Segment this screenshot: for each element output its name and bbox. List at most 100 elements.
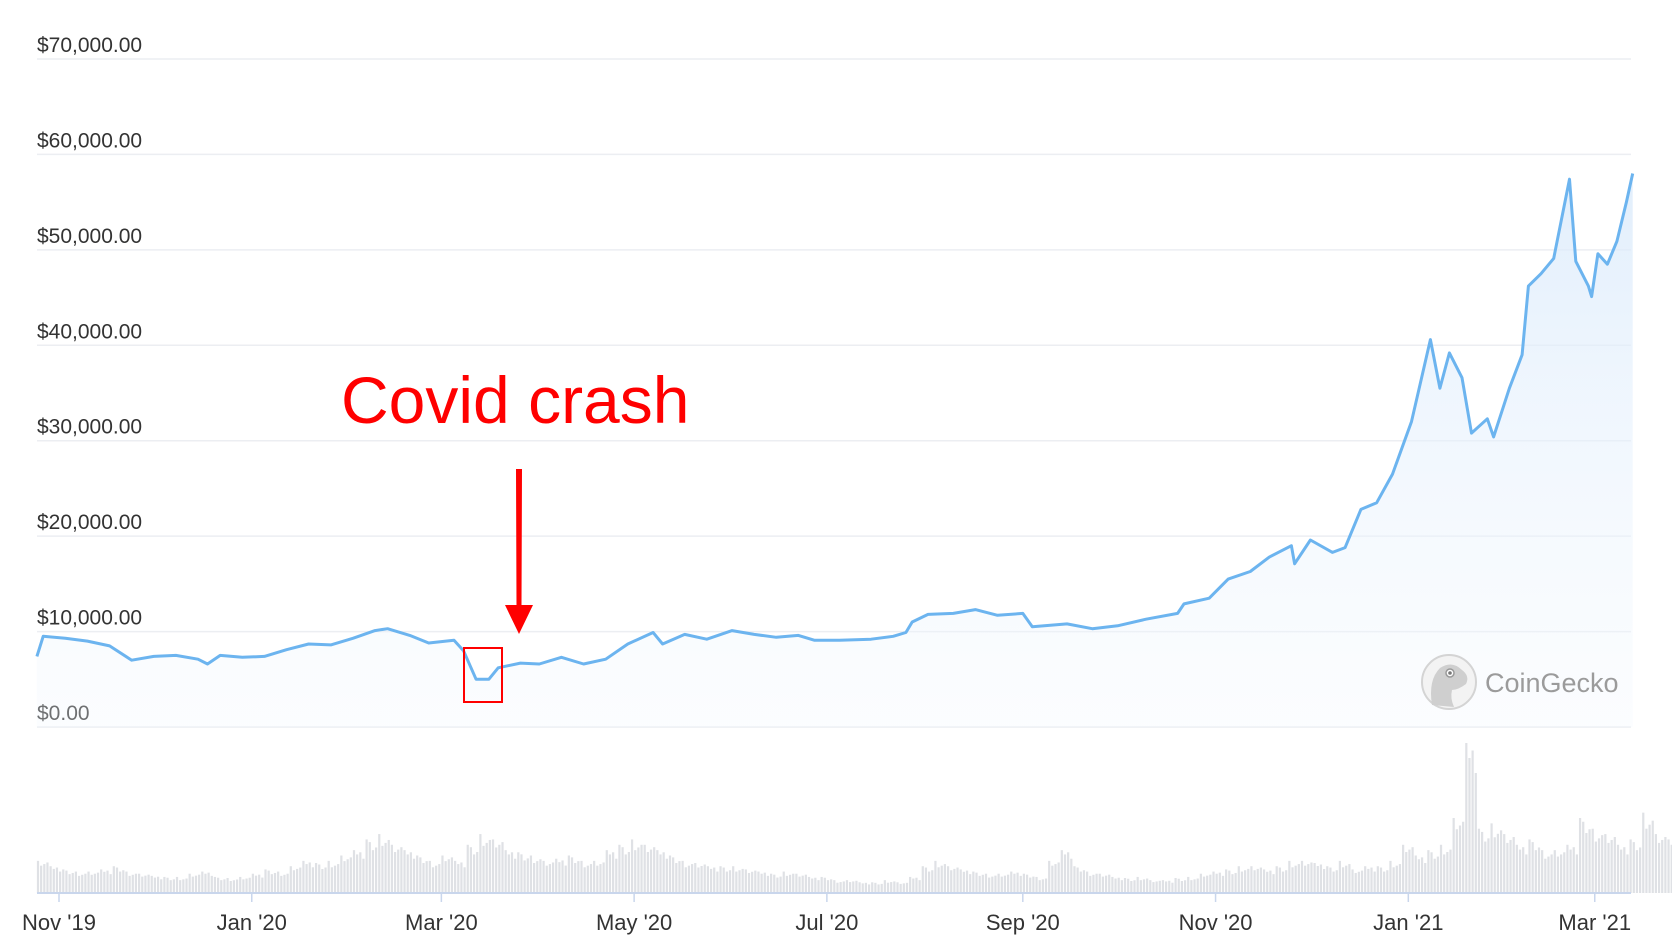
volume-bar [1518, 849, 1522, 893]
volume-bar [359, 852, 362, 893]
volume-bar [1278, 867, 1281, 893]
volume-bar [1171, 882, 1174, 893]
volume-bar [526, 858, 529, 893]
volume-bar [491, 839, 495, 893]
volume-bar [296, 868, 299, 893]
volume-bar [1376, 866, 1379, 893]
volume-bar [147, 874, 150, 893]
volume-bar [378, 834, 381, 893]
volume-bar [384, 842, 387, 893]
volume-bar [1108, 874, 1111, 893]
volume-bar [1626, 854, 1629, 893]
volume-bar [580, 860, 583, 893]
volume-bar [125, 871, 128, 893]
volume-bar [1187, 876, 1190, 893]
volume-bar [934, 860, 937, 893]
volume-bar [1000, 876, 1003, 893]
volume-bar [975, 872, 978, 893]
volume-bar [1620, 849, 1623, 893]
volume-bar [267, 870, 270, 893]
y-tick-label: $70,000.00 [37, 34, 142, 57]
volume-bar [340, 855, 343, 893]
gecko-logo-icon [1421, 654, 1477, 710]
volume-bar [400, 847, 403, 893]
volume-bar [1341, 867, 1345, 893]
volume-bar [1165, 881, 1168, 893]
volume-bar [251, 873, 254, 893]
volume-bar [232, 880, 236, 893]
volume-bar [1642, 812, 1645, 893]
volume-bar [624, 854, 627, 893]
volume-bar [1193, 879, 1196, 893]
volume-bar [1496, 833, 1500, 893]
volume-bar [457, 864, 460, 893]
volume-bar [924, 867, 928, 893]
volume-bar [507, 854, 510, 893]
volume-bar [1367, 868, 1370, 893]
volume-bar [928, 871, 931, 893]
volume-bar [150, 875, 153, 893]
volume-bar [1379, 867, 1383, 893]
volume-bar [890, 882, 893, 893]
volume-bar [1202, 876, 1206, 893]
y-tick-label: $60,000.00 [37, 129, 142, 152]
volume-bar [1569, 849, 1572, 893]
volume-bar [1029, 877, 1032, 893]
volume-bar [71, 872, 74, 893]
volume-bar [1398, 864, 1402, 893]
volume-bar [751, 871, 754, 893]
volume-bar [1487, 838, 1490, 893]
volume-bar [953, 868, 956, 893]
volume-bar [1348, 864, 1351, 893]
volume-bar [1506, 842, 1509, 893]
volume-bar [1247, 868, 1250, 893]
volume-bar [883, 880, 886, 893]
volume-bar [1572, 847, 1575, 893]
volume-bar [1177, 878, 1180, 893]
volume-bar [820, 876, 823, 893]
volume-bar [517, 852, 520, 893]
volume-bar [115, 867, 119, 893]
volume-bar [833, 880, 836, 893]
volume-bar [1556, 856, 1560, 893]
y-axis-labels: $0.00$10,000.00$20,000.00$30,000.00$40,0… [37, 34, 142, 725]
volume-bar [1632, 842, 1635, 893]
volume-bar [1607, 842, 1610, 893]
volume-bar [65, 870, 68, 893]
volume-bar [1240, 871, 1244, 893]
volume-bar [1364, 866, 1367, 893]
volume-bar [346, 859, 349, 893]
volume-bar [245, 878, 248, 893]
volume-bar [299, 867, 302, 893]
x-tick-label: Jan '20 [217, 910, 287, 935]
volume-bar [738, 870, 741, 893]
volume-bar [302, 860, 305, 893]
annotation-highlight-box [463, 647, 503, 703]
volume-bar [1323, 869, 1326, 893]
annotation-label: Covid crash [341, 363, 689, 437]
volume-bar [523, 860, 526, 893]
volume-bar [1158, 880, 1161, 893]
volume-bar [545, 865, 548, 893]
volume-bar [965, 870, 969, 893]
volume-bar [305, 864, 308, 893]
volume-bar [270, 874, 273, 893]
volume-bar [1060, 850, 1063, 893]
volume-bar [314, 863, 318, 893]
volume-bar [220, 880, 223, 893]
volume-bar [182, 879, 185, 893]
volume-bar [1120, 880, 1123, 893]
volume-bar [333, 865, 337, 893]
volume-bar [899, 883, 902, 893]
volume-bar [261, 877, 264, 893]
volume-bar [131, 874, 134, 893]
volume-bar [984, 873, 988, 893]
y-tick-label: $50,000.00 [37, 225, 142, 248]
volume-bar [390, 844, 394, 893]
volume-bar [886, 882, 890, 893]
volume-bar [52, 868, 55, 893]
volume-bar [1335, 870, 1338, 893]
volume-bar [96, 872, 100, 893]
volume-bar [627, 852, 631, 893]
volume-bar [1503, 834, 1506, 893]
